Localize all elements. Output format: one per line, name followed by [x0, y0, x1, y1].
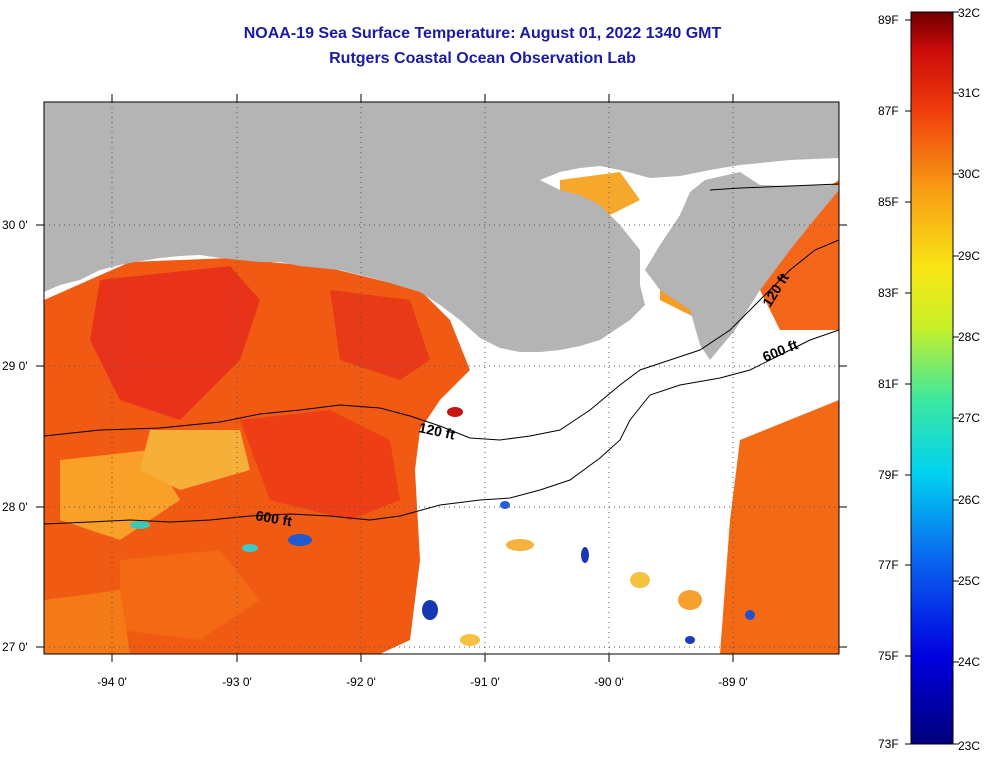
colorbar-f-labels: 89F 87F 85F 83F 81F 79F 77F 75F 73F [878, 13, 899, 751]
map-frame [43, 101, 840, 655]
lon-tick-label: -94 0' [97, 675, 127, 689]
f-label: 87F [878, 104, 899, 118]
c-label: 24C [958, 655, 980, 669]
lat-tick-label: 29 0' [2, 359, 28, 373]
chart-subtitle: Rutgers Coastal Ocean Observation Lab [329, 50, 636, 67]
lon-tick-label: -91 0' [470, 675, 500, 689]
axis-ticks [36, 94, 847, 662]
chart-title: NOAA-19 Sea Surface Temperature: August … [243, 25, 722, 42]
colorbar [910, 11, 954, 745]
c-label: 25C [958, 574, 980, 588]
c-label: 26C [958, 493, 980, 507]
c-label: 27C [958, 411, 980, 425]
c-label: 31C [958, 86, 980, 100]
lat-tick-label: 30 0' [2, 218, 28, 232]
c-label: 23C [958, 739, 980, 753]
contour-label: 120 ft [417, 419, 456, 442]
c-label: 28C [958, 330, 980, 344]
colorbar-c-labels: 32C 31C 30C 29C 28C 27C 26C 25C 24C 23C [958, 6, 980, 753]
colorbar-ticks [905, 11, 959, 745]
f-label: 83F [878, 286, 899, 300]
graticule [44, 102, 839, 654]
f-label: 77F [878, 558, 899, 572]
f-label: 85F [878, 195, 899, 209]
f-label: 89F [878, 13, 899, 27]
f-label: 73F [878, 737, 899, 751]
lon-tick-label: -93 0' [222, 675, 252, 689]
c-label: 29C [958, 249, 980, 263]
f-label: 81F [878, 377, 899, 391]
lat-tick-label: 28 0' [2, 500, 28, 514]
lon-tick-label: -92 0' [346, 675, 376, 689]
c-label: 32C [958, 6, 980, 20]
c-label: 30C [958, 167, 980, 181]
lon-tick-label: -89 0' [718, 675, 748, 689]
lon-tick-labels: -94 0' -93 0' -92 0' -91 0' -90 0' -89 0… [97, 675, 748, 689]
lat-tick-labels: 30 0' 29 0' 28 0' 27 0' [2, 218, 28, 654]
contour-label: 600 ft [254, 507, 293, 529]
lat-tick-label: 27 0' [2, 640, 28, 654]
f-label: 75F [878, 649, 899, 663]
bathymetry-contours [44, 183, 839, 525]
land [44, 102, 839, 360]
f-label: 79F [878, 468, 899, 482]
lon-tick-label: -90 0' [594, 675, 624, 689]
map-area [44, 102, 839, 654]
